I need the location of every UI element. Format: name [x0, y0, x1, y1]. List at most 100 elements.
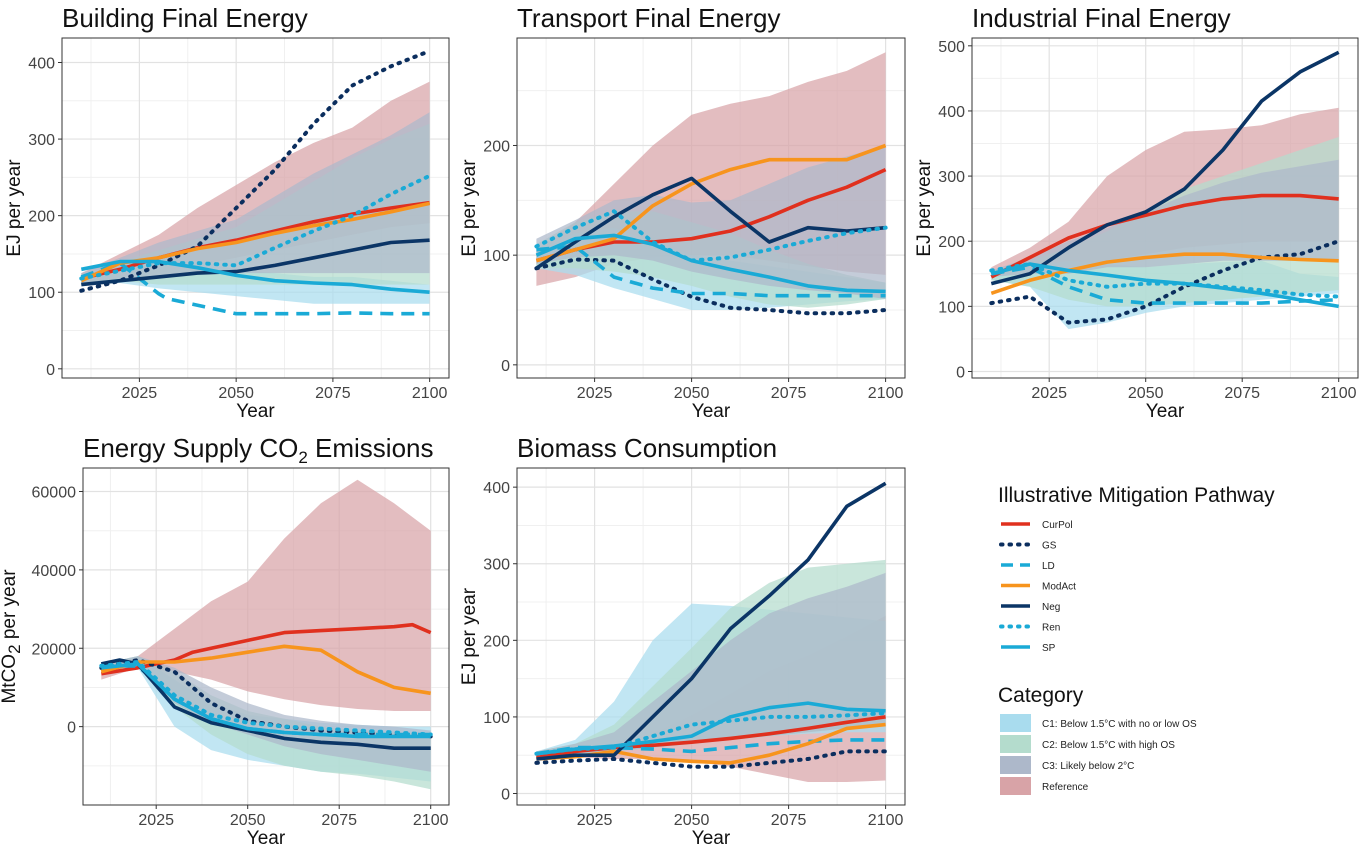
legend-label-sp: SP [1042, 643, 1056, 654]
y-tick-label: 100 [938, 299, 965, 316]
legend-label-gs: GS [1042, 541, 1057, 552]
legend-category-label: Reference [1042, 782, 1089, 793]
panel-title: Transport Final Energy [517, 3, 780, 33]
y-tick-label: 20000 [32, 641, 77, 658]
legend-swatch-3 [1000, 756, 1031, 774]
x-tick-label: 2100 [412, 385, 448, 402]
line-modact [100, 644, 431, 696]
chart-panel-5: 2025 2050 2075 2100 0 100 200 300 400 Biomass Con… [459, 433, 906, 849]
legend-pathway-title: Illustrative Mitigation Pathway [998, 484, 1275, 507]
x-axis-label: Year [247, 828, 286, 849]
x-tick-label: 2050 [218, 385, 254, 402]
y-axis-label: EJ per year [914, 159, 935, 257]
line-ld [536, 738, 886, 756]
x-tick-label: 2075 [321, 812, 357, 829]
chart-panel-4: 2025 2050 2075 2100 0 20000 40000 60000 Energy S… [0, 433, 450, 849]
y-tick-label: 200 [483, 138, 510, 155]
line-sp [535, 233, 886, 294]
line-gs [534, 749, 888, 769]
x-axis-label: Year [692, 401, 731, 422]
band-c3 [536, 572, 886, 757]
x-tick-label: 2025 [577, 385, 613, 402]
legend-swatch-2 [1000, 735, 1031, 753]
y-tick-label: 300 [938, 169, 965, 186]
pathway-lines [79, 49, 432, 316]
y-tick-label: 300 [28, 132, 55, 149]
y-tick-label: 0 [501, 358, 510, 375]
x-tick-label: 2100 [868, 385, 904, 402]
line-sp [990, 262, 1340, 309]
y-tick-label: 200 [483, 633, 510, 650]
legend-label-ld: LD [1042, 561, 1055, 572]
x-tick-label: 2050 [674, 385, 710, 402]
panel-title: Industrial Final Energy [972, 3, 1231, 33]
band-reference [101, 479, 431, 711]
panel-title: Building Final Energy [62, 3, 308, 33]
y-tick-label: 100 [483, 248, 510, 265]
legend-label-neg: Neg [1042, 602, 1060, 613]
plot-frame [971, 37, 1359, 379]
line-modact [535, 143, 887, 263]
legend: Illustrative Mitigation Pathway CurPol GS… [998, 484, 1275, 795]
x-tick-label: 2050 [674, 812, 710, 829]
tick-labels: 2025 2050 2075 2100 0 100 200 [483, 138, 903, 402]
x-tick-label: 2075 [771, 812, 807, 829]
y-axis-label: EJ per year [459, 159, 480, 257]
y-tick-label: 60000 [32, 485, 77, 502]
y-tick-label: 100 [483, 710, 510, 727]
x-tick-label: 2100 [413, 812, 449, 829]
line-ren [99, 660, 433, 737]
panel-title: Energy Supply CO2 Emissions [83, 433, 434, 467]
line-sp [536, 701, 886, 756]
line-ld [536, 244, 886, 298]
line-gs [989, 239, 1341, 325]
tick-labels: 2025 2050 2075 2100 0 100 200 300 400 500 [938, 39, 1356, 402]
uncertainty-bands [536, 52, 886, 310]
line-gs [534, 257, 888, 316]
line-sp [101, 662, 431, 739]
y-tick-label: 400 [28, 56, 55, 73]
x-tick-label: 2025 [138, 812, 174, 829]
chart-panel-3: 2025 2050 2075 2100 0 100 200 300 400 500 Industri… [914, 3, 1359, 422]
uncertainty-bands [81, 81, 430, 304]
legend-category-entries: C1: Below 1.5°C with no or low OS C2: Bel… [1000, 714, 1197, 795]
y-tick-label: 500 [938, 39, 965, 56]
uncertainty-bands [991, 107, 1339, 330]
legend-label-curpol: CurPol [1042, 520, 1073, 531]
tick-labels: 2025 2050 2075 2100 0 100 200 300 400 [28, 56, 447, 402]
line-gs [79, 49, 432, 293]
legend-category-label: C2: Below 1.5°C with high OS [1042, 740, 1175, 751]
y-tick-label: 0 [46, 362, 55, 379]
plot-frame [516, 37, 906, 379]
uncertainty-bands [101, 479, 431, 790]
x-tick-label: 2075 [771, 385, 807, 402]
pathway-lines [99, 622, 433, 751]
x-axis-label: Year [236, 401, 275, 422]
x-tick-label: 2025 [122, 385, 158, 402]
chart-panel-1: 2025 2050 2075 2100 0 100 200 300 400 Building Fi… [4, 3, 450, 422]
panel-title: Biomass Consumption [517, 433, 777, 463]
plot-frame [82, 467, 450, 806]
line-curpol [80, 200, 430, 281]
y-tick-label: 400 [938, 104, 965, 121]
tick-labels: 2025 2050 2075 2100 0 20000 40000 60000 [32, 485, 449, 829]
y-tick-label: 0 [501, 787, 510, 804]
legend-pathway-entries: CurPol GS LD ModAct Neg Ren SP [999, 520, 1076, 654]
band-c3 [991, 159, 1339, 277]
legend-category-label: C3: Likely below 2°C [1042, 761, 1134, 772]
x-tick-label: 2050 [230, 812, 266, 829]
x-axis-label: Year [692, 828, 731, 849]
line-neg [535, 176, 886, 270]
y-axis-label: EJ per year [459, 587, 480, 685]
y-tick-label: 0 [956, 364, 965, 381]
legend-swatch-4 [1000, 777, 1031, 795]
tick-labels: 2025 2050 2075 2100 0 100 200 300 400 [483, 480, 903, 829]
y-tick-label: 0 [67, 720, 76, 737]
y-tick-label: 400 [483, 480, 510, 497]
line-neg [536, 481, 887, 761]
plot-frame [61, 37, 450, 379]
line-sp [80, 259, 430, 294]
line-curpol [990, 193, 1339, 279]
legend-category-title: Category [998, 684, 1084, 707]
